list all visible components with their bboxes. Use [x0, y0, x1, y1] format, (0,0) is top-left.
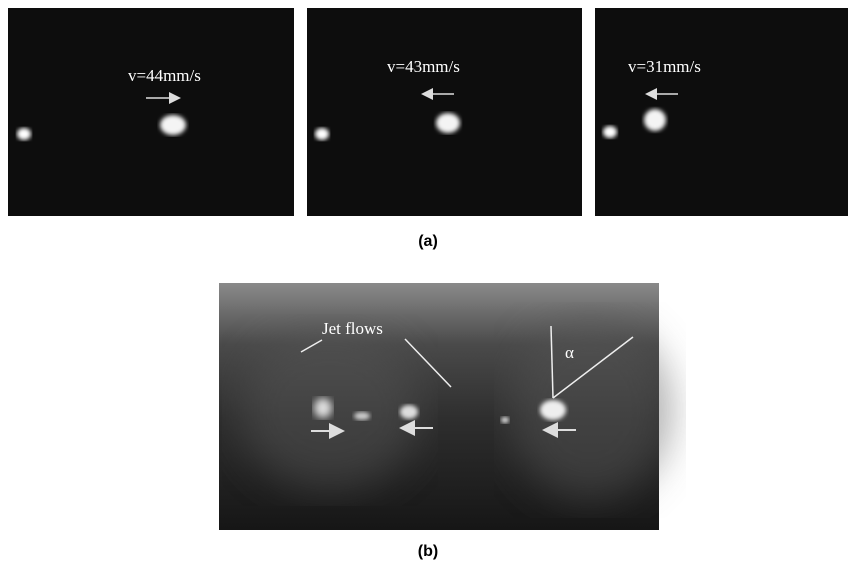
caption: (b) — [418, 543, 438, 560]
annotation: Jet flows — [322, 319, 383, 338]
velocity-label: v=44mm/s — [128, 66, 201, 85]
angle-label: α — [565, 343, 574, 362]
velocity-label: v=31mm/s — [628, 57, 701, 76]
frame-2: v=43mm/s — [307, 8, 582, 216]
figure: v=44mm/s v=43mm/s v=31mm/s (a) Jet — [0, 0, 856, 563]
page: v=44mm/s v=43mm/s v=31mm/s (a) Jet — [0, 0, 856, 563]
frame-3: v=31mm/s — [595, 8, 848, 216]
caption: (a) — [418, 233, 438, 250]
frame-1: v=44mm/s — [8, 8, 294, 216]
frame-b: Jet flows α — [219, 283, 670, 530]
velocity-label: v=43mm/s — [387, 57, 460, 76]
